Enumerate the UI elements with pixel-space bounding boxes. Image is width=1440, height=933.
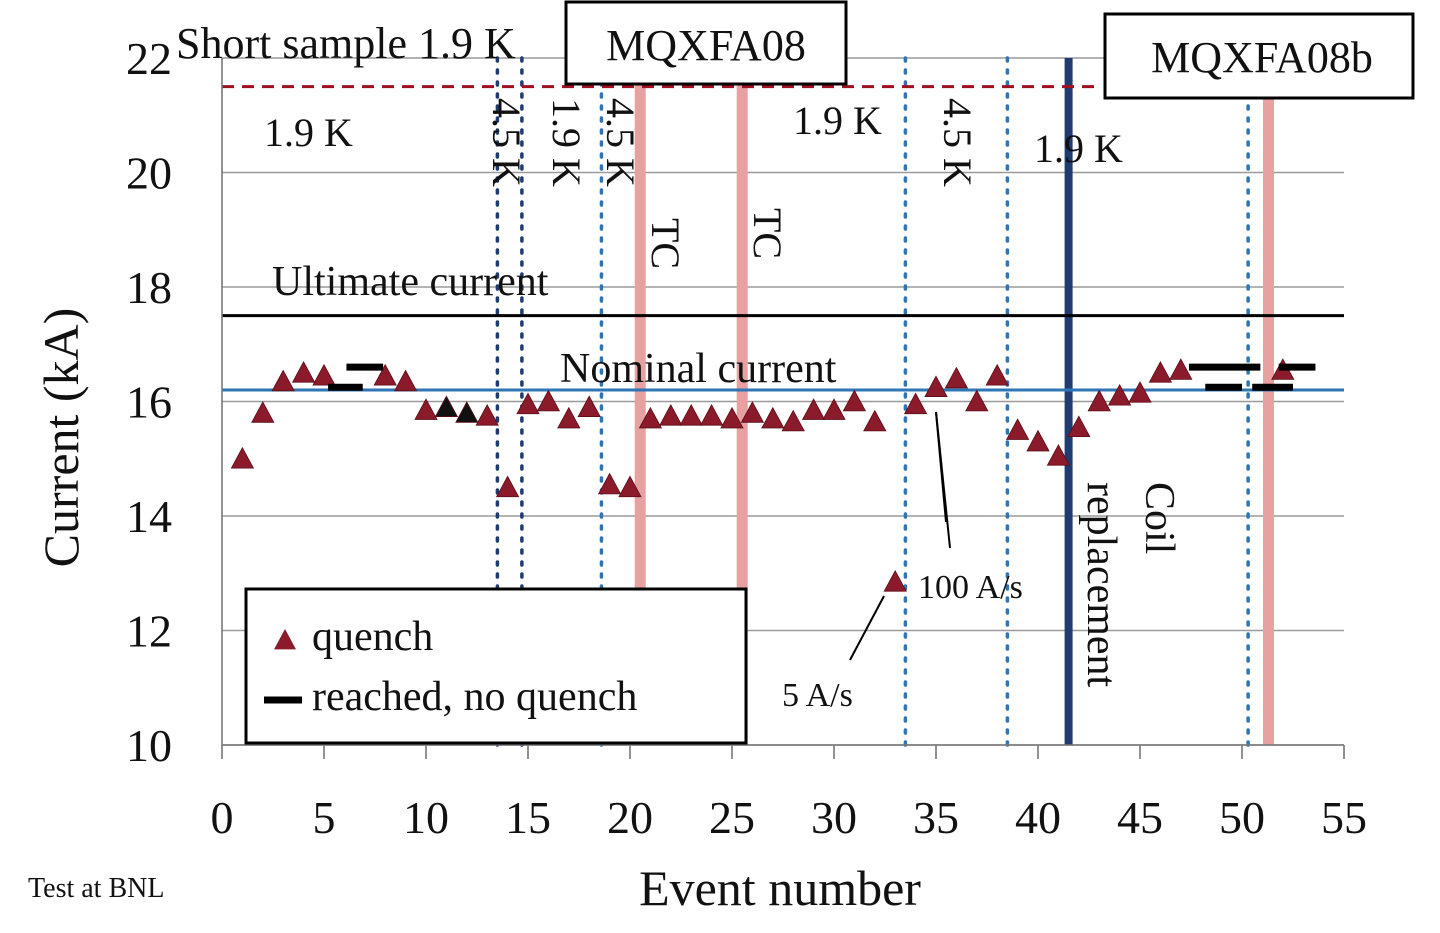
tc-label: TC (643, 218, 688, 269)
x-tick-label: 0 (211, 792, 234, 843)
quench-point (312, 363, 336, 386)
temperature-label: 1.9 K (544, 98, 589, 187)
quench-point (924, 375, 948, 397)
quench-point (1169, 358, 1193, 380)
nominal-current-label: Nominal current (560, 346, 837, 392)
quench-point (618, 475, 642, 498)
quench-point (557, 406, 581, 429)
quench-point (761, 406, 785, 429)
quench-point (1148, 361, 1173, 383)
x-tick-label: 55 (1321, 792, 1367, 843)
legend-label-no-quench: reached, no quench (312, 674, 637, 720)
quench-point (271, 369, 295, 392)
magnet-label-b: MQXFA08b (1151, 33, 1373, 82)
quench-point (1107, 383, 1132, 406)
quench-point (230, 446, 255, 469)
x-tick-label: 10 (403, 792, 449, 843)
credit-label: Test at BNL (28, 873, 164, 904)
quench-point (944, 366, 969, 389)
quench-point (699, 403, 724, 426)
x-tick-label: 50 (1219, 792, 1265, 843)
legend-box (244, 587, 748, 745)
x-tick-label: 45 (1117, 792, 1163, 843)
x-tick-label: 15 (505, 792, 551, 843)
y-axis-title: Current (kA) (33, 308, 89, 568)
y-tick-label: 12 (126, 606, 172, 657)
temperature-label: 1.9 K (793, 98, 882, 143)
quench-point (720, 406, 744, 429)
quench-point (842, 389, 867, 412)
y-tick-label: 16 (126, 377, 172, 428)
quench-point (291, 361, 316, 383)
quench-point (781, 409, 805, 432)
quench-point-black (455, 401, 479, 423)
annotation-leader (935, 411, 947, 523)
quench-point (965, 389, 989, 412)
quench-point (903, 392, 928, 415)
magnet-label-a: MQXFA08 (606, 21, 806, 70)
x-tick-label: 35 (913, 792, 959, 843)
legend-marker-quench (274, 629, 296, 650)
quench-point (1087, 389, 1111, 412)
quench-point (475, 403, 499, 426)
x-tick-label: 30 (811, 792, 857, 843)
quench-point (679, 403, 703, 426)
temperature-label: 1.9 K (1034, 126, 1123, 171)
quench-point (1026, 429, 1050, 452)
ultimate-current-label: Ultimate current (272, 259, 549, 305)
x-tick-label: 20 (607, 792, 653, 843)
coil-replacement-label: Coil (1136, 482, 1182, 554)
quench-point-black (434, 395, 459, 417)
quench-point (516, 392, 540, 415)
ramp-rate-label: 5 A/s (782, 677, 853, 714)
temperature-label: 4.5 K (935, 98, 980, 187)
y-tick-label: 22 (126, 33, 172, 84)
tc-label: TC (745, 208, 790, 259)
quench-point (251, 401, 275, 423)
quench-point (659, 403, 683, 426)
quench-point (1128, 381, 1152, 403)
quench-point (495, 475, 520, 498)
short-sample-label: Short sample 1.9 K (176, 19, 516, 68)
ramp-rate-label: 100 A/s (918, 569, 1023, 606)
magnet-box-a (564, 0, 848, 86)
temperature-label: 4.5 K (598, 98, 643, 187)
quench-point (373, 363, 397, 386)
quench-point (883, 569, 907, 592)
magnet-box-b (1103, 12, 1415, 100)
x-axis-title: Event number (639, 860, 921, 916)
coil-replacement-label: replacement (1078, 482, 1124, 688)
x-tick-label: 40 (1015, 792, 1061, 843)
quench-point (863, 409, 887, 432)
y-tick-label: 18 (126, 262, 172, 313)
quench-point (801, 398, 826, 420)
annotation-leader (849, 595, 885, 661)
quench-point (577, 395, 601, 417)
quench-point (1067, 415, 1091, 438)
quench-point (393, 369, 418, 392)
quench-point (822, 398, 846, 420)
temperature-label: 1.9 K (264, 110, 353, 155)
quench-point (1046, 444, 1071, 466)
quench-point (414, 398, 438, 420)
quench-point (985, 363, 1009, 386)
y-tick-label: 14 (126, 491, 172, 542)
quench-point (1005, 418, 1030, 440)
legend-label-quench: quench (312, 614, 433, 660)
x-tick-label: 5 (313, 792, 336, 843)
x-tick-label: 25 (709, 792, 755, 843)
quench-point (740, 401, 765, 423)
y-tick-label: 20 (126, 148, 172, 199)
quench-point (536, 389, 561, 412)
temperature-label: 4.5 K (484, 98, 529, 187)
y-tick-label: 10 (126, 720, 172, 771)
quench-point (638, 406, 663, 429)
quench-point (597, 472, 622, 495)
